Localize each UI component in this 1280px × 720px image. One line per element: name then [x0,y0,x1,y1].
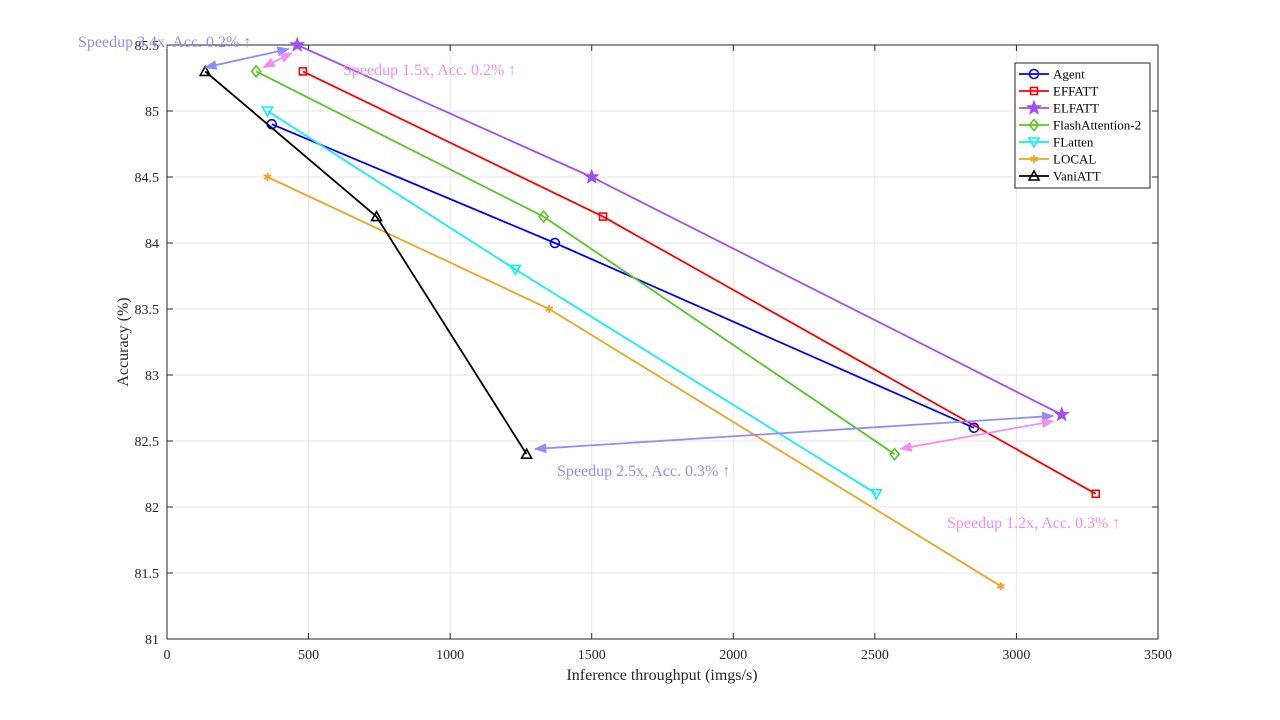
legend-marker [1029,86,1039,96]
data-point-flatten [869,488,883,501]
data-point-effatt [298,67,308,76]
x-tick-label: 2500 [861,648,889,663]
legend-entry: LOCAL [1019,152,1096,167]
y-tick-label: 83.5 [135,303,160,318]
y-tick-label: 82.5 [135,435,160,450]
legend-entry: EFFATT [1019,84,1098,99]
legend-label: EFFATT [1053,84,1098,99]
data-point-effatt [598,212,608,221]
y-tick-label: 84 [145,237,159,252]
data-point-flatten [261,106,274,118]
annotation-label: Speedup 3.4x, Acc. 0.2% ↑ [78,34,251,51]
asterisk-stroke [545,306,554,312]
plot-frame [166,44,1159,640]
y-tick-label: 85.5 [135,39,160,54]
data-point-local [545,305,554,313]
asterisk-stroke [263,174,272,180]
data-point-flatten [508,264,522,277]
x-tick-label: 1500 [578,648,606,663]
data-point-local [996,582,1005,591]
annotation: Speedup 3.4x, Acc. 0.2% ↑ [78,34,290,70]
legend-label: ELFATT [1053,101,1099,116]
series-elfatt [289,36,1070,422]
y-tick-label: 83 [145,369,159,384]
annotation-label: Speedup 2.5x, Acc. 0.3% ↑ [557,463,730,480]
asterisk-stroke [1030,156,1038,162]
legend-label: FLatten [1053,135,1094,150]
y-axis-label: Accuracy (%) [115,297,132,386]
annotation-label: Speedup 1.2x, Acc. 0.3% ↑ [947,515,1120,532]
series-vaniatt [198,64,533,460]
legend-entry: Agent [1019,67,1085,82]
y-tick-label: 81.5 [135,567,160,582]
series-line-effatt [302,70,1097,495]
x-tick-label: 1000 [436,648,464,663]
legend-entry: FlashAttention-2 [1019,118,1141,133]
annotation-label: Speedup 1.5x, Acc. 0.2% ↑ [343,62,516,79]
y-tick-label: 84.5 [135,171,160,186]
data-point-elfatt [289,36,306,52]
x-axis-label: Inference throughput (imgs/s) [566,667,757,684]
legend-label: Agent [1053,67,1085,82]
series-line-vaniatt [204,70,528,455]
legend-marker [1027,137,1041,149]
data-point-elfatt [1053,406,1070,422]
annotation: Speedup 1.2x, Acc. 0.3% ↑ [899,418,1120,532]
legend-marker [1028,68,1040,80]
legend-label: FlashAttention-2 [1053,118,1141,133]
legend-label: VaniATT [1053,169,1101,184]
x-tick-label: 2000 [719,648,747,663]
legend-entry: ELFATT [1019,99,1099,116]
series-effatt [298,67,1101,499]
legend-entry: VaniATT [1019,169,1101,184]
plot-area [167,45,1158,639]
data-point-local [263,173,272,181]
legend-marker [1026,99,1042,115]
axis-ticks: 0 500 1000 1500 2000 2500 3000 3500 81 81.5 82 82.5… [135,39,1173,663]
series-local [263,173,1005,591]
asterisk-stroke [996,583,1005,589]
data-point-flashattention-2 [538,209,550,224]
data-point-effatt [1091,489,1101,499]
data-point-elfatt [583,168,600,184]
series-layer [198,36,1101,591]
legend-marker [1027,169,1041,181]
annotation-arrow [899,418,1055,452]
x-tick-label: 0 [164,648,171,663]
x-tick-label: 3500 [1144,648,1172,663]
annotation-layer: Speedup 3.4x, Acc. 0.2% ↑ Speedup 1.5x, A… [78,34,1120,532]
series-line-flashattention-2 [255,70,896,455]
data-point-vaniatt [198,64,212,77]
legend-entry: FLatten [1019,135,1094,150]
legend-marker [1030,155,1038,163]
y-tick-label: 81 [145,633,159,648]
legend-marker [1028,118,1040,132]
annotation-arrow [203,46,290,70]
legend: Agent EFFATT ELFATT FlashAttention-2 FLatten… [1014,62,1151,189]
data-point-agent [549,237,561,249]
annotation-arrow [262,52,293,69]
data-point-vaniatt [520,447,533,460]
series-line-agent [271,123,975,429]
data-point-vaniatt [370,209,383,222]
x-tick-label: 3000 [1002,648,1030,663]
y-tick-label: 82 [145,501,159,516]
legend-label: LOCAL [1053,152,1096,167]
y-tick-label: 85 [145,105,159,120]
annotation: Speedup 1.5x, Acc. 0.2% ↑ [262,52,516,79]
x-tick-label: 500 [298,648,319,663]
